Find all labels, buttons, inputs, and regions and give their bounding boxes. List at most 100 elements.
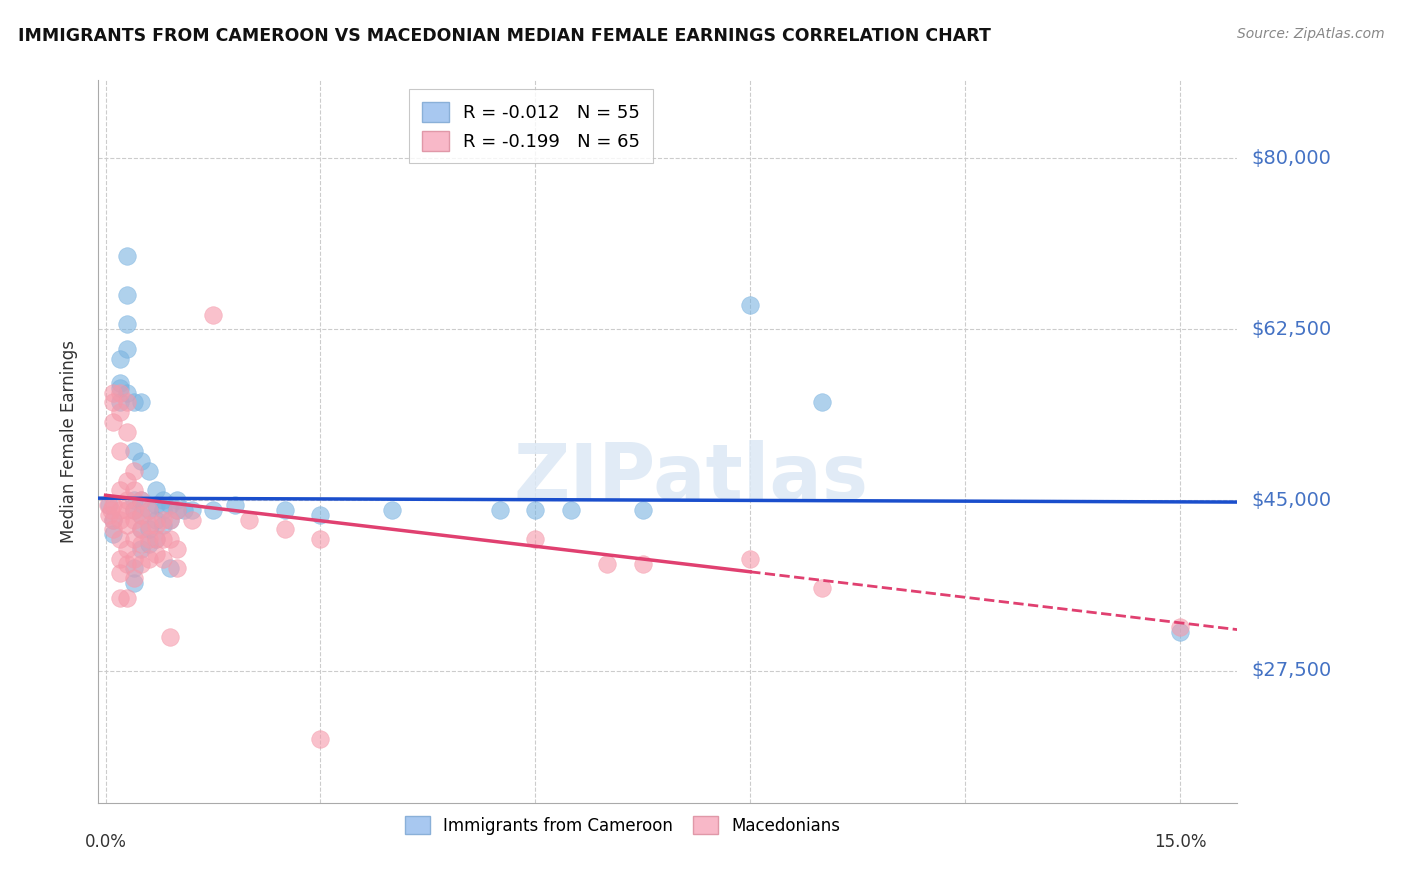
Point [122,532,145,546]
Point [98,498,121,512]
Point [159,513,181,527]
Point [159,630,181,644]
Point [173,503,195,517]
Point [101,395,124,409]
Point [131,493,153,508]
Point [138,551,160,566]
Point [166,561,188,575]
Point [131,508,153,522]
Text: $80,000: $80,000 [1251,149,1331,168]
Point [115,517,138,532]
Point [131,395,153,409]
Point [152,517,174,532]
Point [138,517,160,532]
Point [115,503,138,517]
Point [145,513,167,527]
Point [131,537,153,551]
Point [138,503,160,517]
Point [122,483,145,498]
Point [100,503,122,517]
Point [122,493,145,508]
Point [108,385,131,400]
Point [108,513,131,527]
Point [138,464,160,478]
Point [740,551,762,566]
Text: ZIPatlas: ZIPatlas [513,440,868,516]
Point [159,498,181,512]
Text: 0.0%: 0.0% [84,833,127,851]
Point [145,532,167,546]
Y-axis label: Median Female Earnings: Median Female Earnings [59,340,77,543]
Point [122,464,145,478]
Point [152,551,174,566]
Point [152,503,174,517]
Point [108,405,131,419]
Point [131,454,153,468]
Point [166,503,188,517]
Point [138,532,160,546]
Point [122,444,145,458]
Point [131,523,153,537]
Point [115,425,138,439]
Point [108,376,131,390]
Point [152,532,174,546]
Text: $45,000: $45,000 [1251,491,1331,509]
Point [273,503,295,517]
Point [115,557,138,571]
Point [138,537,160,551]
Point [1168,620,1191,634]
Point [101,513,124,527]
Point [381,503,404,517]
Point [131,493,153,508]
Point [309,532,332,546]
Text: IMMIGRANTS FROM CAMEROON VS MACEDONIAN MEDIAN FEMALE EARNINGS CORRELATION CHART: IMMIGRANTS FROM CAMEROON VS MACEDONIAN M… [18,27,991,45]
Text: Source: ZipAtlas.com: Source: ZipAtlas.com [1237,27,1385,41]
Point [101,513,124,527]
Point [108,532,131,546]
Point [115,342,138,356]
Point [108,395,131,409]
Point [145,517,167,532]
Point [152,513,174,527]
Point [122,561,145,575]
Point [145,483,167,498]
Point [488,503,510,517]
Point [131,541,153,556]
Point [108,381,131,395]
Point [131,557,153,571]
Point [811,395,834,409]
Point [101,415,124,429]
Text: 15.0%: 15.0% [1154,833,1206,851]
Point [122,503,145,517]
Point [108,591,131,605]
Point [145,532,167,546]
Point [159,513,181,527]
Point [115,541,138,556]
Point [131,508,153,522]
Point [524,503,547,517]
Point [1168,624,1191,639]
Point [202,308,225,322]
Point [560,503,582,517]
Point [159,561,181,575]
Point [138,523,160,537]
Point [101,498,124,512]
Point [224,498,246,512]
Legend: Immigrants from Cameroon, Macedonians: Immigrants from Cameroon, Macedonians [398,809,846,841]
Point [115,385,138,400]
Point [122,513,145,527]
Point [145,547,167,561]
Point [115,249,138,263]
Text: $62,500: $62,500 [1251,319,1331,339]
Point [166,541,188,556]
Point [115,591,138,605]
Point [108,483,131,498]
Point [101,523,124,537]
Point [238,513,260,527]
Point [115,288,138,302]
Point [108,551,131,566]
Text: $27,500: $27,500 [1251,662,1331,681]
Point [101,527,124,541]
Point [122,503,145,517]
Point [166,493,188,508]
